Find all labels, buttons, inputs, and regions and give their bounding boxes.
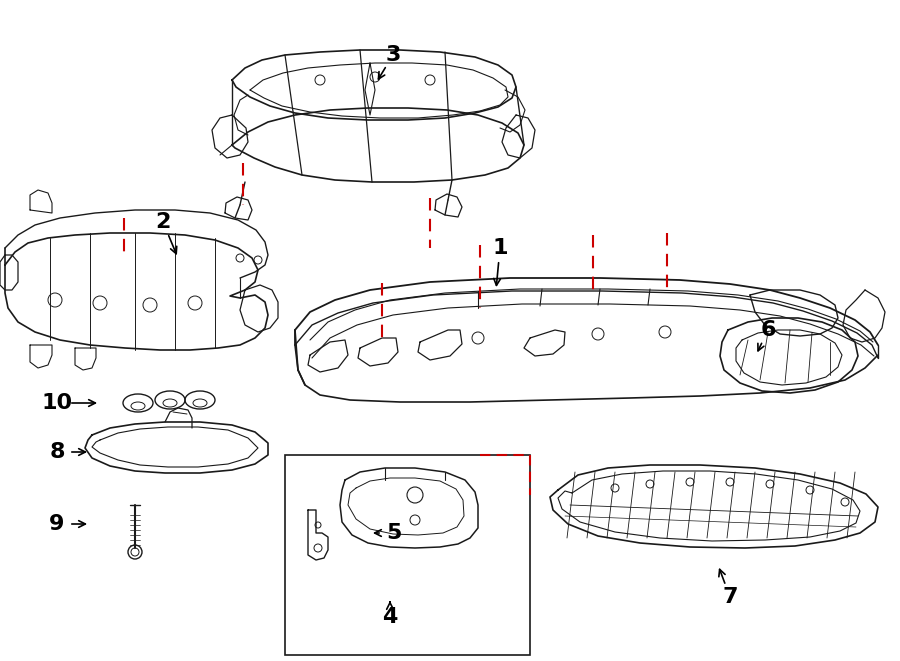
Text: 2: 2 xyxy=(156,212,171,232)
Text: 5: 5 xyxy=(386,523,401,543)
Text: 7: 7 xyxy=(722,587,738,607)
Text: 1: 1 xyxy=(492,238,508,258)
Text: 8: 8 xyxy=(50,442,65,462)
Bar xyxy=(285,455,530,655)
Text: 3: 3 xyxy=(385,45,400,65)
Text: 6: 6 xyxy=(760,320,776,340)
Text: 4: 4 xyxy=(382,607,398,627)
Text: 10: 10 xyxy=(41,393,73,413)
Text: 9: 9 xyxy=(50,514,65,534)
